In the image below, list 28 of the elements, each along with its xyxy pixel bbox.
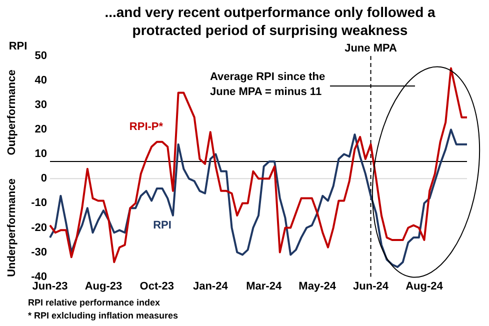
y-tick-label: -30	[31, 246, 47, 258]
x-tick-label: Oct-23	[140, 280, 174, 292]
ref-line-label: June MPA	[344, 42, 398, 55]
y-tick-label: 20	[34, 124, 47, 136]
x-tick-label: Jun-23	[32, 280, 68, 292]
series-label: RPI	[153, 219, 172, 232]
x-tick-label: Jan-24	[192, 280, 229, 292]
x-tick-label: Aug-23	[84, 280, 122, 292]
y-tick-label: -10	[31, 197, 47, 210]
annotation: Average RPI since the June MPA = minus 11	[210, 71, 326, 98]
y-axis-title: RPI	[8, 40, 28, 53]
y-tick-label: -20	[31, 222, 47, 234]
chart-title: ...and very recent outperformance only followed a protracted period of surprising weakness	[104, 4, 436, 38]
x-tick-label: Jun-24	[353, 280, 390, 292]
y-tick-label: 40	[34, 74, 47, 87]
x-tick-label: Aug-24	[406, 280, 444, 292]
y-tick-label: -40	[31, 270, 47, 283]
text: Underperformance	[6, 178, 18, 277]
y-tick-label: 30	[34, 99, 47, 112]
text: * RPI exlcluding inflation measures	[28, 310, 178, 320]
x-tick-label: Mar-24	[246, 280, 282, 292]
y-tick-label: 10	[34, 148, 47, 160]
y-tick-label: 0	[40, 172, 47, 185]
y-tick-label: 50	[34, 50, 47, 62]
x-tick-label: May-24	[298, 280, 337, 292]
series-label: RPI-P*	[129, 121, 164, 134]
text: RPI relative performance index	[28, 297, 160, 308]
text: Outperformance	[6, 70, 18, 156]
